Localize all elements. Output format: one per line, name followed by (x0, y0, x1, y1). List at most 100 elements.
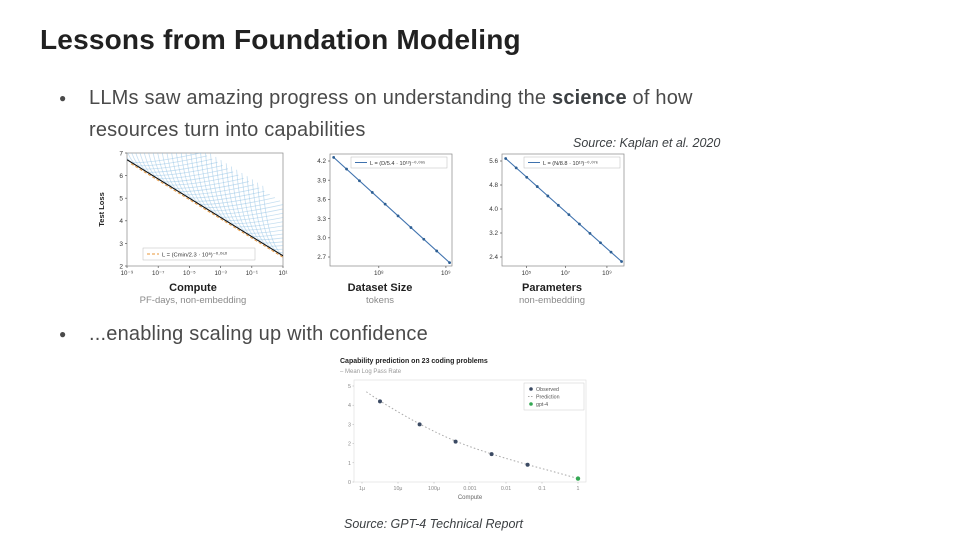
kaplan-dataset-chart: 4.2 3.9 3.6 3.3 3.0 2.7 10⁸ 10⁹ L = (D/5.4 · 10¹… (317, 153, 453, 277)
bullet-dot-icon-2: ● (59, 327, 67, 341)
svg-text:3: 3 (119, 241, 123, 248)
svg-text:Observed: Observed (536, 387, 559, 393)
svg-text:7: 7 (119, 150, 123, 157)
svg-text:10⁻⁷: 10⁻⁷ (152, 270, 164, 277)
svg-text:1: 1 (577, 486, 580, 492)
svg-text:3.0: 3.0 (317, 235, 326, 242)
svg-text:10⁹: 10⁹ (602, 270, 612, 277)
svg-text:0.1: 0.1 (538, 486, 545, 492)
y-axis: 5.6 4.8 4.0 3.2 2.4 (489, 158, 502, 261)
fit-line (130, 163, 283, 258)
bullet-dot-icon: ● (59, 91, 67, 105)
svg-text:– Mean Log Pass Rate: – Mean Log Pass Rate (340, 369, 402, 375)
kaplan-compute-chart: 7 6 5 4 3 210⁻⁹ 10⁻⁷ 10⁻⁵ 10⁻³ 10⁻¹ 10¹ Test Loss L … (97, 150, 288, 277)
svg-text:10¹: 10¹ (279, 270, 288, 277)
x-axis: 10⁻⁹ 10⁻⁷ 10⁻⁵ 10⁻³ 10⁻¹ 10¹ (121, 266, 288, 277)
svg-text:Test Loss: Test Loss (97, 192, 106, 226)
svg-text:10⁻⁵: 10⁻⁵ (183, 270, 196, 277)
kaplan-compute-figure: 7 6 5 4 3 2 10⁻⁹ 10⁻⁷ 10⁻⁵ 10⁻³ 10⁻¹ 10¹ Test Loss L … (95, 148, 291, 306)
parameters-axis-title: Parameters (522, 282, 582, 294)
svg-text:0.01: 0.01 (501, 486, 511, 492)
svg-text:10⁸: 10⁸ (374, 270, 384, 277)
bullet1-post: of how (626, 87, 693, 109)
svg-text:100μ: 100μ (428, 486, 440, 492)
parameters-axis-subtitle: non-embedding (518, 295, 586, 306)
x-axis: 10⁵ 10⁷ 10⁹ (522, 266, 612, 277)
svg-text:2: 2 (348, 442, 351, 448)
svg-text:3.6: 3.6 (317, 197, 326, 204)
bullet1-line2: resources turn into capabilities (89, 119, 366, 141)
legend: L = (Cmin/2.3 · 10⁸)⁻⁰·⁰⁵⁰ (142, 247, 256, 261)
kaplan-parameters-figure: 5.6 4.8 4.0 3.2 2.4 10⁵ 10⁷ 10⁹ L = (N/8.8 · 10¹… (472, 148, 632, 306)
svg-text:3.9: 3.9 (317, 177, 326, 184)
y-axis: 4.2 3.9 3.6 3.3 3.0 2.7 (317, 158, 330, 261)
svg-text:10⁻⁹: 10⁻⁹ (121, 270, 134, 277)
prediction-line (366, 391, 579, 480)
data-points (332, 155, 451, 265)
svg-text:0: 0 (348, 480, 351, 486)
svg-text:4.8: 4.8 (489, 182, 498, 189)
gpt4-point (575, 476, 581, 481)
svg-text:5: 5 (348, 384, 351, 390)
svg-text:10⁻¹: 10⁻¹ (246, 270, 258, 277)
svg-text:L = (D/5.4 · 10¹³)⁻⁰·⁰⁹⁵: L = (D/5.4 · 10¹³)⁻⁰·⁰⁹⁵ (370, 160, 425, 167)
bullet1-pre: LLMs saw amazing progress on understandi… (89, 87, 552, 109)
svg-text:2.4: 2.4 (489, 254, 498, 261)
dataset-axis-title: Dataset Size (347, 282, 413, 294)
bullet-item-1: ● LLMs saw amazing progress on understan… (59, 82, 849, 146)
svg-text:2: 2 (119, 263, 123, 270)
svg-text:0.001: 0.001 (463, 486, 476, 492)
legend: L = (D/5.4 · 10¹³)⁻⁰·⁰⁹⁵ (350, 156, 448, 169)
training-curves (127, 153, 283, 257)
svg-text:10⁷: 10⁷ (561, 270, 571, 277)
svg-text:3: 3 (348, 422, 351, 428)
compute-axis-subtitle: PF-days, non-embedding (139, 295, 247, 306)
bullet1-bold: science (552, 87, 627, 109)
svg-text:1: 1 (348, 461, 351, 467)
fit-line (505, 158, 622, 262)
svg-text:L = (N/8.8 · 10¹³)⁻⁰·⁰⁷⁶: L = (N/8.8 · 10¹³)⁻⁰·⁰⁷⁶ (543, 160, 598, 167)
gpt4-source-caption: Source: GPT-4 Technical Report (344, 517, 524, 531)
bullet-text-2: ...enabling scaling up with confidence (89, 323, 428, 345)
svg-text:gpt-4: gpt-4 (536, 402, 548, 408)
svg-text:3.2: 3.2 (489, 230, 498, 237)
y-axis: 0 1 2 3 4 5 (348, 384, 354, 486)
svg-text:10μ: 10μ (394, 486, 403, 492)
svg-text:Capability prediction on 23 co: Capability prediction on 23 coding probl… (340, 358, 488, 365)
svg-text:4: 4 (119, 218, 123, 225)
legend: L = (N/8.8 · 10¹³)⁻⁰·⁰⁷⁶ (523, 156, 621, 169)
compute-axis-title: Compute (169, 282, 217, 294)
kaplan-dataset-figure: 4.2 3.9 3.6 3.3 3.0 2.7 10⁸ 10⁹ L = (D/5.4 · 10¹… (300, 148, 460, 306)
svg-text:Prediction: Prediction (536, 395, 560, 401)
svg-text:4.0: 4.0 (489, 206, 498, 213)
svg-text:1μ: 1μ (359, 486, 365, 492)
page-title: Lessons from Foundation Modeling (40, 24, 521, 55)
svg-text:10⁻³: 10⁻³ (214, 270, 226, 277)
svg-text:6: 6 (119, 173, 123, 180)
observed-points (378, 399, 530, 467)
gpt4-chart: Capability prediction on 23 coding probl… (340, 358, 587, 501)
fit-line (333, 156, 450, 264)
x-axis: 1μ 10μ 100μ 0.001 0.01 0.1 1 (359, 482, 580, 492)
svg-text:4.2: 4.2 (317, 158, 326, 165)
svg-text:4: 4 (348, 403, 351, 409)
dataset-axis-subtitle: tokens (366, 295, 394, 306)
svg-text:L = (Cmin/2.3 · 10⁸)⁻⁰·⁰⁵⁰: L = (Cmin/2.3 · 10⁸)⁻⁰·⁰⁵⁰ (162, 252, 228, 259)
y-axis: 7 6 5 4 3 2 (119, 150, 127, 270)
data-points (504, 157, 623, 263)
kaplan-source-caption: Source: Kaplan et al. 2020 (573, 136, 721, 150)
envelope-line (127, 159, 283, 257)
gpt4-figure: Capability prediction on 23 coding probl… (338, 354, 596, 512)
x-axis: 10⁸ 10⁹ (374, 266, 451, 277)
svg-text:Compute: Compute (458, 495, 483, 501)
svg-text:10⁹: 10⁹ (441, 270, 451, 277)
kaplan-parameters-chart: 5.6 4.8 4.0 3.2 2.4 10⁵ 10⁷ 10⁹ L = (N/8.8 · 10¹… (489, 153, 625, 277)
bullet-item-2: ● ...enabling scaling up with confidence (59, 318, 759, 350)
svg-text:5: 5 (119, 196, 123, 203)
bullet-text-1: LLMs saw amazing progress on understandi… (89, 82, 693, 146)
svg-text:10⁵: 10⁵ (522, 270, 532, 277)
svg-text:2.7: 2.7 (317, 254, 326, 261)
svg-text:3.3: 3.3 (317, 216, 326, 223)
